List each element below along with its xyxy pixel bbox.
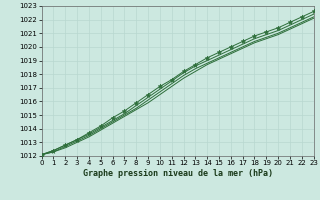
X-axis label: Graphe pression niveau de la mer (hPa): Graphe pression niveau de la mer (hPa) [83,169,273,178]
